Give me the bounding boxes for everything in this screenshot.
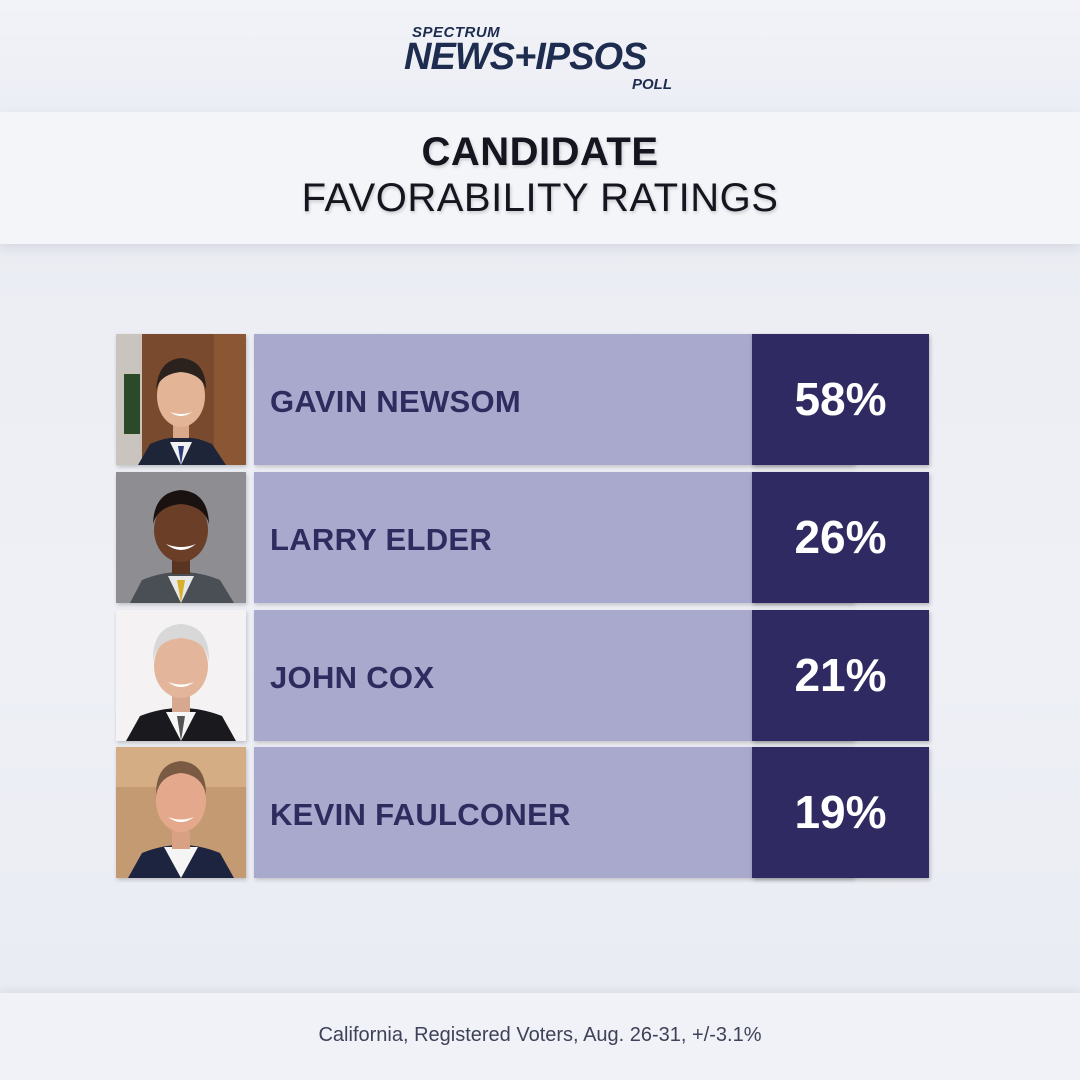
candidate-percent-box: 21%	[752, 610, 929, 741]
candidate-name: JOHN COX	[270, 660, 435, 695]
logo-spectrum-text: SPECTRUM	[412, 24, 501, 41]
candidate-percent: 58%	[794, 373, 887, 425]
candidate-row: LARRY ELDER 26%	[116, 472, 929, 603]
candidate-name: KEVIN FAULCONER	[270, 797, 571, 832]
candidate-row: KEVIN FAULCONER 19%	[116, 747, 929, 878]
candidate-row: JOHN COX 21%	[116, 610, 929, 741]
candidate-percent: 21%	[794, 649, 887, 701]
header-logo-area: SPECTRUM NEWS+IPSOS POLL	[0, 0, 1080, 112]
poll-source-note: California, Registered Voters, Aug. 26-3…	[318, 1024, 762, 1046]
spectrum-news-ipsos-logo: SPECTRUM NEWS+IPSOS POLL	[404, 24, 684, 94]
logo-poll-text: POLL	[632, 76, 672, 93]
candidate-percent-box: 26%	[752, 472, 929, 603]
candidate-percent: 26%	[794, 511, 887, 563]
candidate-percent: 19%	[794, 786, 887, 838]
candidate-photo-cox	[116, 610, 246, 741]
candidate-percent-box: 58%	[752, 334, 929, 465]
candidate-photo-faulconer	[116, 747, 246, 878]
title-band	[0, 112, 1080, 244]
candidate-row: GAVIN NEWSOM 58%	[116, 334, 929, 465]
candidate-name: LARRY ELDER	[270, 522, 493, 557]
candidate-photo-elder	[116, 472, 246, 603]
page-subtitle: FAVORABILITY RATINGS	[301, 176, 779, 220]
page-title: CANDIDATE	[421, 130, 659, 174]
candidate-percent-box: 19%	[752, 747, 929, 878]
logo-main-text: NEWS+IPSOS	[404, 36, 647, 78]
candidate-name: GAVIN NEWSOM	[270, 384, 522, 419]
footer-band	[0, 993, 1080, 1080]
candidate-photo-newsom	[116, 334, 246, 465]
